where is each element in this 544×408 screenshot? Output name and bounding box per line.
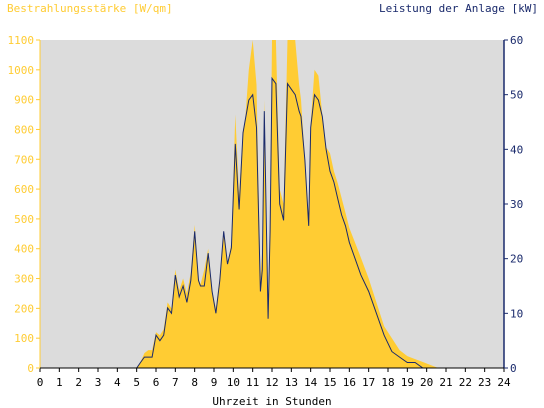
x-tick-label: 14 (304, 376, 318, 389)
x-tick-label: 21 (439, 376, 452, 389)
y-left-tick-label: 0 (27, 362, 34, 375)
y-left-tick-label: 800 (14, 123, 34, 136)
x-tick-label: 9 (211, 376, 218, 389)
x-tick-label: 22 (459, 376, 472, 389)
x-tick-label: 18 (381, 376, 394, 389)
y-left-tick-label: 1100 (8, 34, 35, 47)
x-tick-label: 10 (227, 376, 240, 389)
x-tick-label: 15 (323, 376, 336, 389)
y-left-tick-label: 400 (14, 243, 34, 256)
y-right-tick-label: 10 (510, 307, 523, 320)
x-tick-label: 0 (37, 376, 44, 389)
irradiance-area (40, 40, 504, 368)
y-left-tick-label: 300 (14, 273, 34, 286)
y-left-tick-label: 100 (14, 332, 34, 345)
x-tick-label: 16 (343, 376, 356, 389)
x-tick-label: 8 (191, 376, 198, 389)
y-left-tick-label: 600 (14, 183, 34, 196)
x-tick-label: 13 (285, 376, 298, 389)
y-left-tick-label: 900 (14, 94, 34, 107)
x-tick-label: 5 (133, 376, 140, 389)
x-tick-label: 2 (75, 376, 82, 389)
y-right-tick-label: 40 (510, 143, 523, 156)
x-tick-label: 23 (478, 376, 491, 389)
y-left-tick-label: 200 (14, 302, 34, 315)
y-left-tick-label: 1000 (8, 64, 35, 77)
x-tick-label: 12 (265, 376, 278, 389)
x-tick-label: 1 (56, 376, 63, 389)
x-tick-label: 7 (172, 376, 179, 389)
x-tick-label: 24 (497, 376, 511, 389)
y-right-tick-label: 20 (510, 253, 523, 266)
right-axis-title: Leistung der Anlage [kW] (379, 2, 538, 15)
x-tick-label: 6 (153, 376, 160, 389)
x-tick-label: 3 (95, 376, 102, 389)
x-tick-label: 20 (420, 376, 433, 389)
y-right-tick-label: 60 (510, 34, 523, 47)
y-right-tick-label: 30 (510, 198, 523, 211)
y-left-tick-label: 700 (14, 153, 34, 166)
x-tick-label: 11 (246, 376, 259, 389)
plot-area (40, 40, 504, 369)
x-tick-label: 17 (362, 376, 375, 389)
power-line (40, 76, 504, 369)
x-tick-label: 19 (401, 376, 414, 389)
y-left-tick-label: 500 (14, 213, 34, 226)
x-tick-label: 4 (114, 376, 121, 389)
left-axis-title: Bestrahlungsstärke [W/qm] (7, 2, 173, 15)
axes: 0 1 2 3 4 5 6 7 8 9 10 11 12 13 14 15 16 17 18 19 20 21 22 23 24… (8, 34, 524, 389)
y-right-tick-label: 50 (510, 89, 523, 102)
y-right-tick-label: 0 (510, 362, 517, 375)
x-axis-title: Uhrzeit in Stunden (212, 395, 331, 408)
